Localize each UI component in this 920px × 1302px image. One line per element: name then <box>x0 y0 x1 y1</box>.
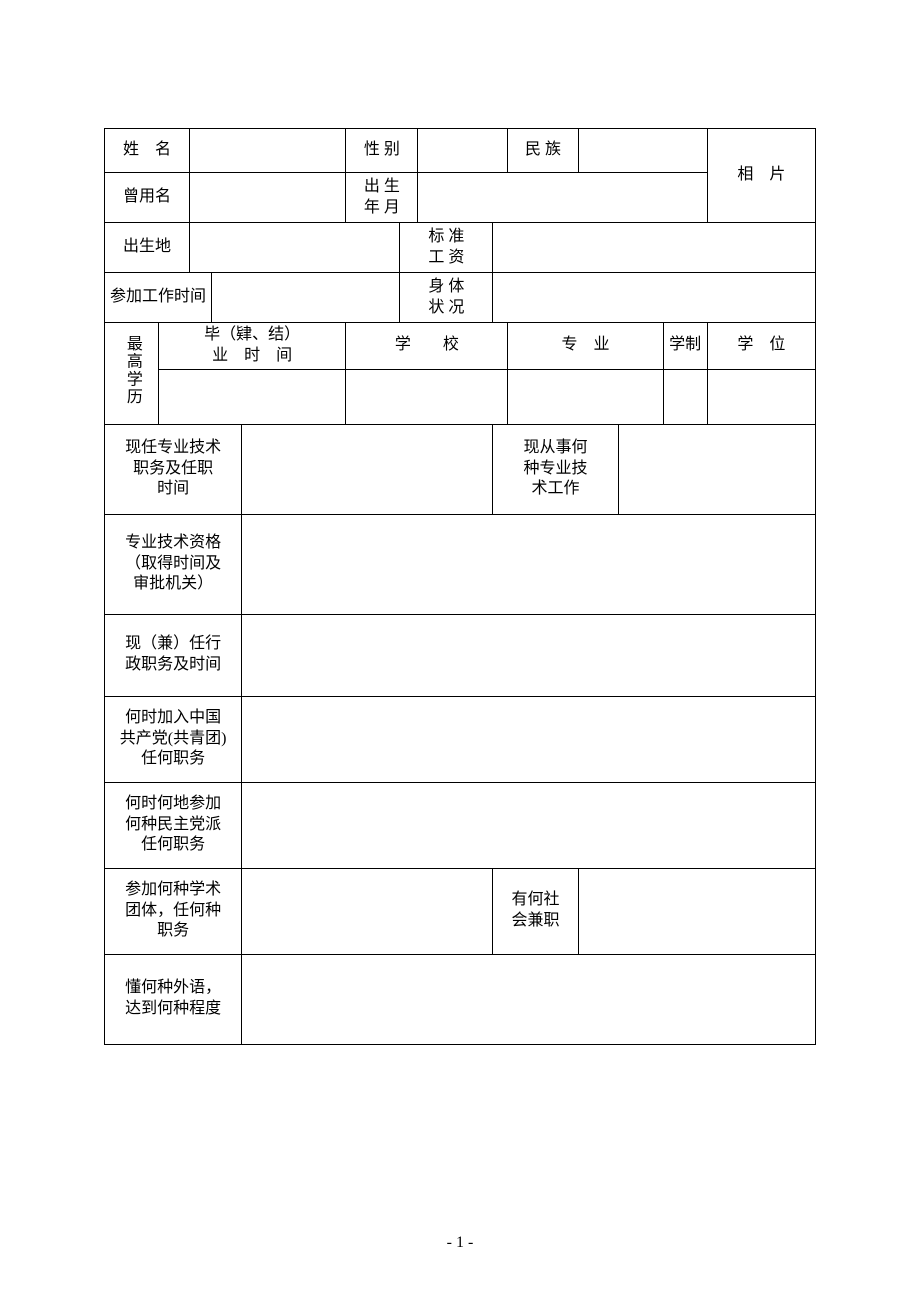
value-birthplace <box>190 223 400 273</box>
label-grad-time: 毕（肄、结）业 时 间 <box>159 323 346 370</box>
value-current-work <box>618 424 815 514</box>
personnel-form-table: 姓 名 性 别 民 族 相 片 曾用名 出 生年 月 出生地 标 准工 资 参加… <box>104 128 816 1045</box>
value-democratic-party <box>242 782 816 868</box>
label-standard-salary: 标 准工 资 <box>400 223 493 273</box>
value-name <box>190 129 346 173</box>
label-party-join: 何时加入中国共产党(共青团)任何职务 <box>105 696 242 782</box>
value-academic-group <box>242 868 493 954</box>
page-number: - 1 - <box>0 1234 920 1252</box>
label-system: 学制 <box>663 323 707 370</box>
label-highest-edu: 最高学历 <box>105 323 159 425</box>
label-gender: 性 别 <box>346 129 418 173</box>
label-former-name: 曾用名 <box>105 173 190 223</box>
label-work-start: 参加工作时间 <box>105 273 212 323</box>
value-grad-time <box>159 369 346 424</box>
value-degree <box>707 369 815 424</box>
label-ethnicity: 民 族 <box>508 129 578 173</box>
label-language: 懂何种外语，达到何种程度 <box>105 954 242 1044</box>
form-page: 姓 名 性 别 民 族 相 片 曾用名 出 生年 月 出生地 标 准工 资 参加… <box>0 0 920 1045</box>
label-school: 学 校 <box>346 323 508 370</box>
label-degree: 学 位 <box>707 323 815 370</box>
label-academic-group: 参加何种学术团体，任何种职务 <box>105 868 242 954</box>
label-qualification: 专业技术资格（取得时间及审批机关） <box>105 514 242 614</box>
value-admin-post <box>242 614 816 696</box>
value-school <box>346 369 508 424</box>
value-party-join <box>242 696 816 782</box>
value-former-name <box>190 173 346 223</box>
label-birthplace: 出生地 <box>105 223 190 273</box>
value-major <box>508 369 663 424</box>
value-language <box>242 954 816 1044</box>
label-health: 身 体状 况 <box>400 273 493 323</box>
label-social-post: 有何社会兼职 <box>493 868 578 954</box>
label-current-title: 现任专业技术职务及任职时间 <box>105 424 242 514</box>
value-current-title <box>242 424 493 514</box>
label-birth-date: 出 生年 月 <box>346 173 418 223</box>
value-qualification <box>242 514 816 614</box>
value-work-start <box>212 273 400 323</box>
value-birth-date <box>418 173 707 223</box>
value-social-post <box>578 868 815 954</box>
value-system <box>663 369 707 424</box>
value-ethnicity <box>578 129 707 173</box>
value-health <box>493 273 816 323</box>
value-gender <box>418 129 508 173</box>
label-admin-post: 现（兼）任行政职务及时间 <box>105 614 242 696</box>
label-major: 专 业 <box>508 323 663 370</box>
label-democratic-party: 何时何地参加何种民主党派任何职务 <box>105 782 242 868</box>
value-standard-salary <box>493 223 816 273</box>
label-name: 姓 名 <box>105 129 190 173</box>
label-current-work: 现从事何种专业技术工作 <box>493 424 618 514</box>
label-photo: 相 片 <box>707 129 815 223</box>
